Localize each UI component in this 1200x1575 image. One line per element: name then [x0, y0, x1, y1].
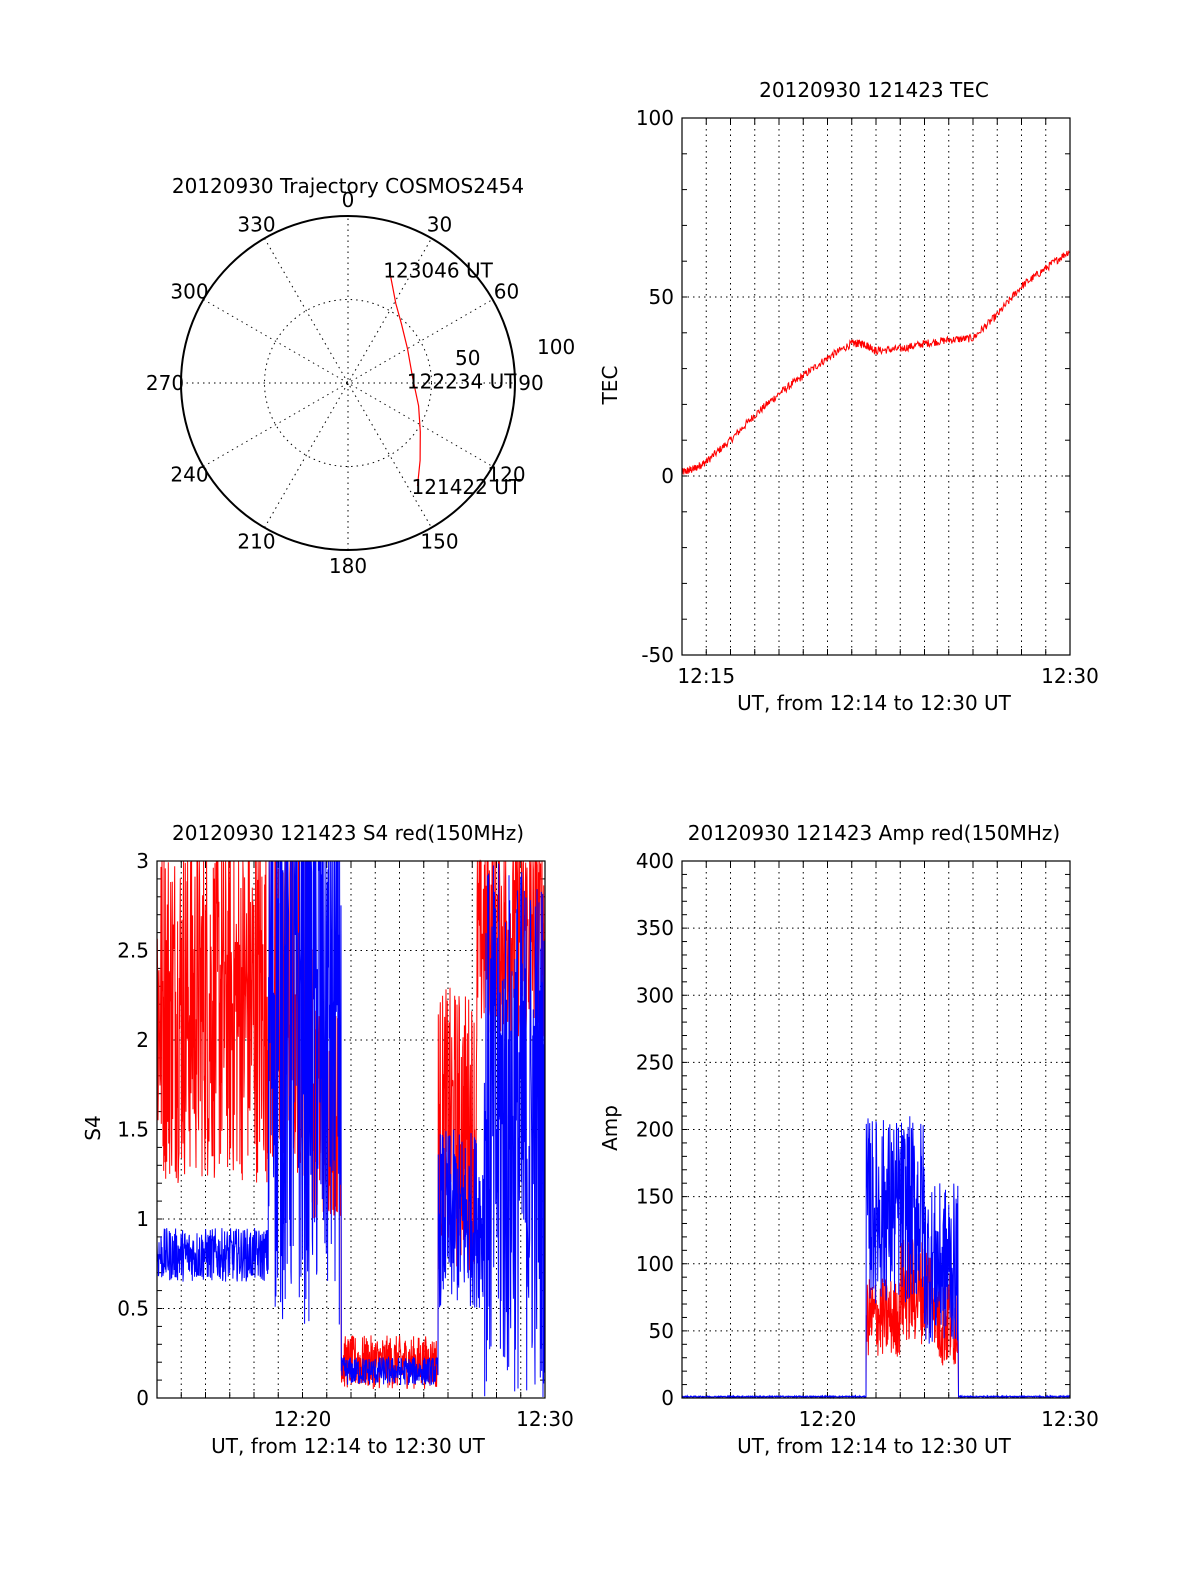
s4-xlabel: UT, from 12:14 to 12:30 UT — [211, 1434, 486, 1458]
polar-trajectory-annotation: 121422 UT — [412, 475, 522, 499]
amp-xlabel: UT, from 12:14 to 12:30 UT — [737, 1434, 1012, 1458]
tec-xlabel: UT, from 12:14 to 12:30 UT — [737, 691, 1012, 715]
tec-xtick-label: 12:15 — [677, 664, 735, 688]
polar-angle-label: 150 — [420, 529, 458, 553]
amp-ylabel: Amp — [598, 1105, 622, 1151]
polar-inner-circle — [264, 299, 432, 467]
amp-ytick-label: 0 — [661, 1386, 674, 1410]
tec-grid — [681, 117, 1071, 656]
s4-series — [156, 859, 546, 1398]
s4-ytick-label: 0.5 — [117, 1297, 149, 1321]
tec-chart: 20120930 121423 TEC UT, from 12:14 to 12… — [598, 78, 1099, 715]
polar-angle-label: 180 — [329, 554, 367, 578]
polar-radial-label-50: 50 — [455, 346, 480, 370]
polar-angle-label: 270 — [146, 371, 184, 395]
polar-angle-label: 30 — [427, 213, 452, 237]
amp-minor-ticks — [681, 860, 1071, 1399]
s4-ytick-label: 1.5 — [117, 1118, 149, 1142]
polar-trajectory-line — [388, 269, 421, 487]
polar-spoke — [203, 299, 493, 467]
amp-ytick-label: 150 — [636, 1185, 674, 1209]
tec-series-line-0 — [681, 249, 1070, 475]
polar-spoke — [264, 238, 432, 528]
polar-angle-label: 330 — [237, 213, 275, 237]
tec-plot-frame — [681, 117, 1071, 656]
polar-outer-circle — [180, 215, 516, 551]
polar-spoke — [264, 238, 432, 528]
amp-plot-frame — [681, 860, 1071, 1399]
tec-ytick-label: 50 — [649, 285, 674, 309]
amp-ytick-label: 100 — [636, 1252, 674, 1276]
tec-title: 20120930 121423 TEC — [759, 78, 989, 102]
s4-ytick-label: 3 — [136, 849, 149, 873]
amp-series — [681, 1116, 1071, 1400]
s4-plot-frame — [156, 860, 546, 1399]
s4-tick-labels: 3 2.5 2 1.5 1 0.5 0 12:20 12:30 — [117, 849, 574, 1431]
polar-angle-label: 60 — [494, 280, 519, 304]
tec-ylabel: TEC — [598, 366, 622, 406]
amp-title: 20120930 121423 Amp red(150MHz) — [688, 821, 1060, 845]
tec-ytick-label: 0 — [661, 464, 674, 488]
tec-ytick-label: 100 — [636, 106, 674, 130]
amp-tick-labels: 400 350 300 250 200 150 100 50 0 12:20 12:30 — [636, 849, 1099, 1431]
amp-chart: 20120930 121423 Amp red(150MHz) UT, from… — [598, 821, 1099, 1458]
s4-ytick-label: 2.5 — [117, 939, 149, 963]
tec-xtick-label: 12:30 — [1041, 664, 1099, 688]
amp-ytick-label: 250 — [636, 1050, 674, 1074]
amp-series-line-1 — [681, 1116, 1071, 1400]
s4-ylabel: S4 — [81, 1115, 105, 1140]
s4-title: 20120930 121423 S4 red(150MHz) — [172, 821, 524, 845]
tec-minor-ticks — [681, 117, 1071, 656]
s4-chart: 20120930 121423 S4 red(150MHz) UT, from … — [81, 821, 574, 1458]
polar-grid — [181, 216, 515, 550]
polar-angle-label: 210 — [237, 529, 275, 553]
polar-radial-label-100: 100 — [537, 335, 575, 359]
s4-ytick-label: 2 — [136, 1028, 149, 1052]
polar-angle-label: 300 — [170, 280, 208, 304]
tec-series — [681, 249, 1070, 475]
s4-ytick-label: 0 — [136, 1386, 149, 1410]
polar-angle-label: 240 — [170, 463, 208, 487]
s4-series-line-0 — [156, 859, 546, 1390]
amp-ytick-label: 300 — [636, 983, 674, 1007]
s4-series-line-1 — [156, 860, 546, 1398]
polar-trajectory-annotation: 122234 UT — [407, 370, 517, 394]
amp-ytick-label: 50 — [649, 1319, 674, 1343]
amp-xtick-label: 12:30 — [1041, 1407, 1099, 1431]
amp-ytick-label: 400 — [636, 849, 674, 873]
polar-trajectory-annotation: 123046 UT — [383, 259, 493, 283]
polar-trajectory-series: 123046 UT 122234 UT 121422 UT — [383, 259, 522, 499]
tec-ytick-label: -50 — [641, 643, 674, 667]
amp-ytick-label: 350 — [636, 916, 674, 940]
polar-title: 20120930 Trajectory COSMOS2454 — [172, 174, 524, 198]
polar-spoke — [203, 299, 493, 467]
polar-trajectory-chart: 20120930 Trajectory COSMOS2454 030609012… — [146, 174, 575, 578]
s4-ytick-label: 1 — [136, 1207, 149, 1231]
s4-xtick-label: 12:30 — [516, 1407, 574, 1431]
polar-angle-label: 120 — [487, 463, 525, 487]
polar-angle-label: 0 — [342, 188, 355, 212]
s4-xtick-label: 12:20 — [274, 1407, 332, 1431]
polar-angle-labels: 0 30 60 90 120 150 180 210 240 270 300 330 — [146, 188, 544, 578]
amp-ytick-label: 200 — [636, 1118, 674, 1142]
polar-angle-label: 90 — [518, 371, 543, 395]
amp-xtick-label: 12:20 — [799, 1407, 857, 1431]
